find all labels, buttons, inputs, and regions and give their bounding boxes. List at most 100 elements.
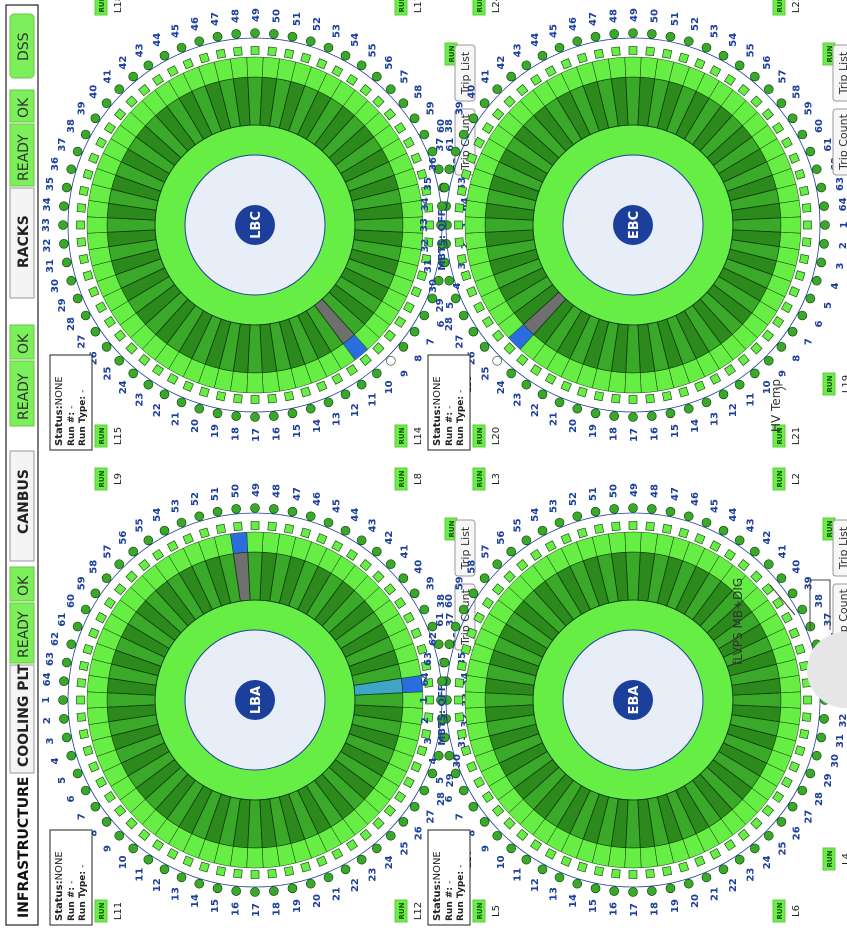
module-number: 23	[368, 868, 379, 882]
link-tag-l20[interactable]: RUN L20	[472, 424, 502, 448]
module-dot	[628, 887, 638, 897]
module-number: 36	[50, 157, 61, 171]
module-outer-cell	[86, 707, 109, 725]
module-outer-cell	[119, 787, 146, 814]
link-tag-l14[interactable]: RUN L14	[394, 424, 424, 448]
module-number: 38	[436, 594, 447, 608]
module-box	[611, 868, 621, 879]
module-dot	[385, 355, 396, 366]
canbus-button[interactable]: CANBUS	[9, 450, 35, 562]
racks-button[interactable]: RACKS	[9, 187, 35, 299]
module-number: 63	[835, 177, 846, 191]
dss-label: DSS	[16, 32, 32, 61]
link-tag-l6[interactable]: RUN L6	[772, 899, 802, 923]
link-tag-l12[interactable]: RUN L12	[394, 899, 424, 923]
module-number: 54	[530, 508, 541, 522]
module-box	[410, 761, 422, 773]
link-tag-l19[interactable]: RUN L19	[822, 372, 847, 396]
module-number: 52	[690, 17, 701, 31]
link-tag-l9[interactable]: RUN L9	[94, 467, 124, 491]
module-dot	[72, 146, 83, 157]
module-number: 53	[171, 499, 182, 513]
module-number: 31	[457, 734, 468, 748]
module-outer-cell	[466, 721, 490, 742]
wheel-lbc[interactable]: 1234567891011121314151617181920212223242…	[41, 0, 476, 451]
run-number-text: Run #: -	[445, 881, 455, 921]
module-box	[678, 527, 690, 539]
trip-list-button[interactable]: Trip List	[454, 44, 476, 102]
module-outer-cell	[230, 846, 248, 869]
module-dot	[101, 98, 112, 108]
module-box	[628, 46, 638, 55]
module-dot	[427, 293, 438, 304]
trip-list-button[interactable]: Trip List	[454, 519, 476, 577]
module-dot	[212, 883, 223, 894]
trip-count-button[interactable]: Trip Count	[832, 108, 847, 176]
module-outer-cell	[751, 775, 778, 801]
module-dot	[492, 830, 503, 841]
link-tag-l2[interactable]: RUN L2	[772, 467, 802, 491]
link-tag-l11[interactable]: RUN L11	[94, 899, 124, 923]
trip-list-button[interactable]: Trip List	[832, 44, 847, 102]
module-number: 64	[420, 672, 431, 686]
module-outer-cell	[262, 531, 280, 554]
module-number: 59	[804, 101, 815, 115]
module-dot	[506, 843, 516, 854]
module-box	[460, 270, 472, 282]
module-outer-cell	[608, 846, 626, 869]
module-dot	[90, 801, 101, 812]
module-number: 15	[670, 424, 681, 438]
link-tag-l15[interactable]: RUN L15	[94, 424, 124, 448]
link-tag-l21[interactable]: RUN L21	[772, 424, 802, 448]
module-dot	[805, 768, 816, 779]
wheel-ebc[interactable]: 1234567891011121314151617181920212223242…	[419, 0, 847, 451]
module-dot	[609, 886, 619, 896]
dss-button[interactable]: DSS	[9, 13, 35, 79]
module-number: 20	[312, 894, 323, 908]
module-dot	[66, 639, 77, 650]
module-dot	[750, 843, 760, 854]
trip-list-button[interactable]: Trip List	[832, 519, 847, 577]
module-number: 42	[762, 531, 773, 545]
module-number: 56	[118, 531, 129, 545]
legend-flvps-label: fLVPS MB+DIG	[731, 578, 745, 665]
link-tag-l17[interactable]: RUN L17	[394, 0, 424, 16]
module-dot	[385, 84, 396, 95]
module-dot	[58, 220, 68, 230]
module-dot	[101, 342, 112, 352]
module-outer-cell	[780, 691, 802, 709]
module-box	[215, 523, 227, 534]
link-tag-l5[interactable]: RUN L5	[472, 899, 502, 923]
module-number: 21	[171, 412, 182, 426]
link-tag-l4[interactable]: RUN L4	[822, 847, 847, 871]
link-tag-l24[interactable]: RUN L24	[472, 0, 502, 16]
link-tag-l3[interactable]: RUN L3	[472, 467, 502, 491]
module-box	[300, 861, 312, 873]
cooling-plant-button[interactable]: COOLING PLT	[9, 664, 35, 774]
module-box	[403, 776, 415, 789]
module-outer-cell	[779, 200, 802, 218]
module-dot	[811, 164, 822, 175]
module-number: 10	[118, 855, 129, 869]
link-tag-l23[interactable]: RUN L23	[772, 0, 802, 16]
module-dot	[458, 129, 469, 140]
module-dot	[61, 257, 72, 268]
module-dot	[114, 355, 125, 366]
module-number: 32	[42, 239, 53, 253]
module-outer-cell	[130, 799, 156, 825]
link-name: L19	[841, 375, 847, 393]
run-tag-text: RUN	[776, 427, 784, 444]
module-number: 32	[460, 714, 471, 728]
module-dot	[128, 546, 138, 557]
link-name: L6	[791, 905, 802, 917]
module-dot	[506, 368, 516, 379]
cooling-ready-text: READY	[16, 611, 32, 658]
module-box	[345, 364, 358, 377]
link-tag-l8[interactable]: RUN L8	[394, 467, 424, 491]
module-number: 12	[728, 403, 739, 417]
module-box	[492, 583, 505, 596]
link-tag-l18[interactable]: RUN L18	[94, 0, 124, 16]
module-dot	[128, 368, 138, 379]
